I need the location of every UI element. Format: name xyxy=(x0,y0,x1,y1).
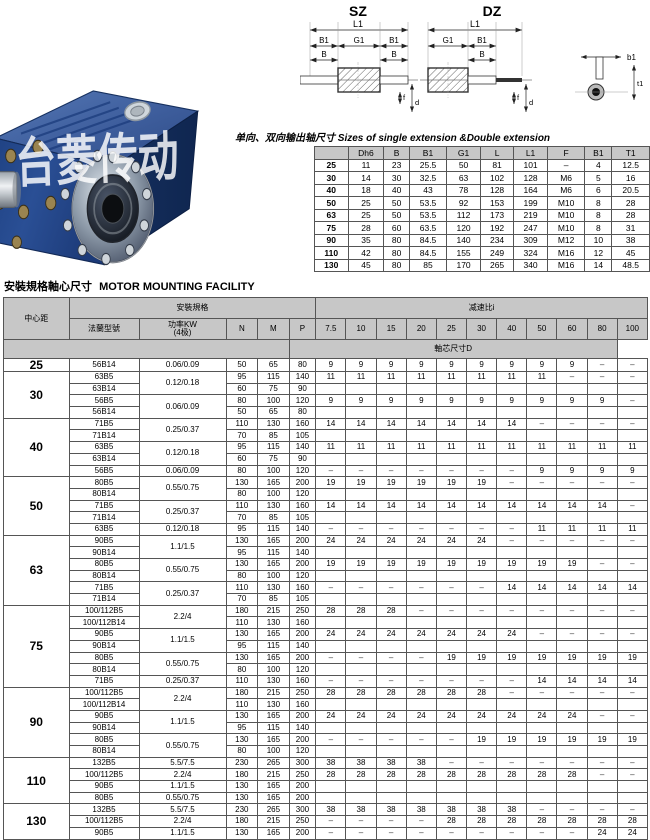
svg-text:L1: L1 xyxy=(470,19,480,29)
svg-text:f: f xyxy=(403,93,406,102)
svg-text:B: B xyxy=(391,50,396,59)
svg-text:B: B xyxy=(321,50,326,59)
svg-text:G1: G1 xyxy=(354,36,365,45)
svg-text:B: B xyxy=(479,50,484,59)
svg-text:B1: B1 xyxy=(319,36,329,45)
svg-text:B1: B1 xyxy=(477,36,487,45)
svg-text:台菱传动: 台菱传动 xyxy=(15,127,180,194)
svg-text:B1: B1 xyxy=(389,36,399,45)
svg-text:t1: t1 xyxy=(637,79,643,88)
svg-text:b1: b1 xyxy=(627,53,636,62)
svg-text:DZ: DZ xyxy=(483,3,502,19)
svg-text:SZ: SZ xyxy=(349,3,367,19)
svg-text:L1: L1 xyxy=(353,19,363,29)
svg-text:d: d xyxy=(415,98,419,107)
svg-text:f: f xyxy=(517,93,520,102)
svg-text:d: d xyxy=(529,98,533,107)
svg-text:G1: G1 xyxy=(443,36,454,45)
